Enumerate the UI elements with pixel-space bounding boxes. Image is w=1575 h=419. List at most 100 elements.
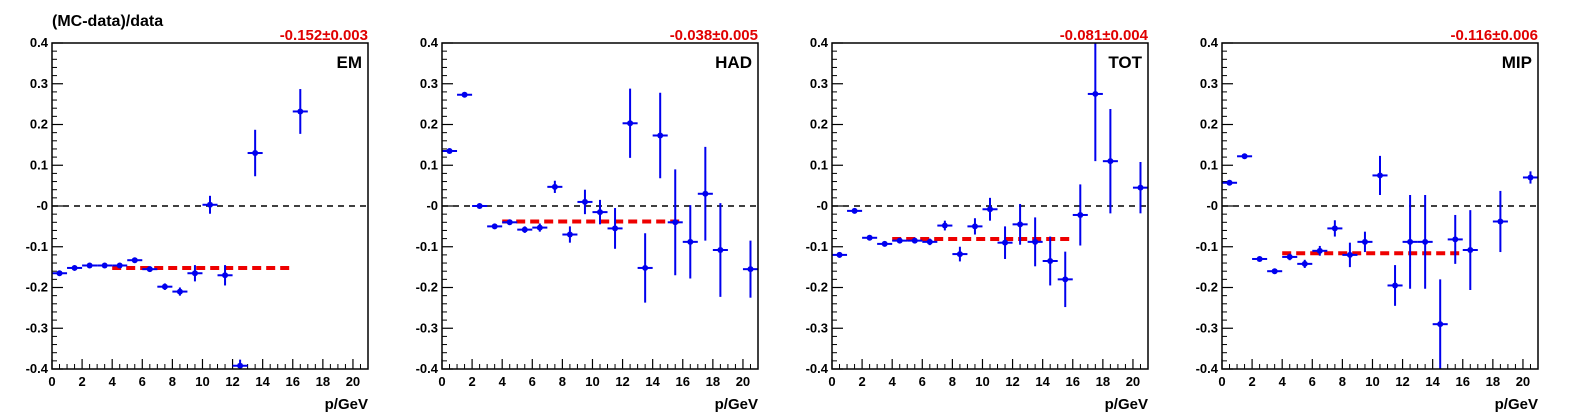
y-tick-label: -0.3	[26, 320, 48, 335]
x-axis-label: p/GeV	[1105, 396, 1148, 413]
x-tick-label: 14	[645, 374, 660, 389]
point-marker	[717, 247, 724, 254]
data-point	[1267, 268, 1283, 275]
data-point	[667, 169, 683, 276]
point-marker	[1062, 276, 1069, 283]
y-tick-label: 0.3	[810, 76, 828, 91]
y-tick-label: 0.1	[30, 157, 48, 172]
data-point	[982, 197, 998, 221]
point-marker	[956, 251, 963, 258]
fit-result-text: -0.152±0.003	[280, 27, 368, 44]
x-tick-label: 10	[195, 374, 209, 389]
point-marker	[491, 223, 498, 230]
data-point	[1387, 265, 1403, 306]
data-point	[112, 262, 128, 269]
x-tick-label: 0	[828, 374, 835, 389]
point-marker	[1271, 268, 1278, 275]
y-tick-label: -0.2	[806, 280, 828, 295]
y-tick-label: -0	[1206, 198, 1218, 213]
data-point	[712, 203, 728, 297]
y-tick-label: 0.2	[810, 117, 828, 132]
y-tick-label: -0.1	[416, 239, 438, 254]
data-point	[847, 207, 863, 214]
panel-em: -0.4 -0.3 -0.2 -0.1 -0 0.1 0.2 0.3 0.4 0 2 4 6 8 10 12 1…	[26, 27, 369, 413]
point-marker	[1497, 218, 1504, 225]
data-point	[682, 205, 698, 279]
point-marker	[627, 120, 634, 127]
point-marker	[551, 183, 558, 190]
x-tick-label: 20	[1516, 374, 1530, 389]
data-point	[622, 88, 638, 158]
data-point	[862, 234, 878, 241]
x-tick-label: 10	[585, 374, 599, 389]
x-tick-label: 4	[499, 374, 507, 389]
point-marker	[71, 264, 78, 271]
point-marker	[597, 209, 603, 216]
y-tick-label: -0.2	[26, 280, 48, 295]
x-tick-label: 14	[1035, 374, 1050, 389]
point-marker	[1377, 172, 1383, 179]
plot-frame	[831, 42, 1149, 370]
data-point	[1282, 253, 1298, 261]
data-point	[1027, 217, 1043, 267]
x-tick-label: 18	[1486, 374, 1500, 389]
plot-frame	[1221, 42, 1539, 370]
x-tick-label: 12	[225, 374, 239, 389]
point-marker	[881, 240, 888, 247]
data-point	[202, 195, 218, 214]
y-tick-label: 0.4	[1200, 35, 1219, 50]
data-point	[877, 240, 893, 247]
point-marker	[446, 147, 453, 154]
y-tick-label: -0.3	[416, 320, 438, 335]
y-tick-label: -0.2	[1196, 280, 1218, 295]
point-marker	[672, 219, 679, 226]
point-marker	[101, 262, 108, 269]
x-tick-label: 4	[109, 374, 117, 389]
point-marker	[1467, 247, 1474, 254]
data-point	[1252, 255, 1268, 262]
point-marker	[581, 198, 588, 205]
point-marker	[657, 132, 664, 139]
data-point	[142, 266, 158, 273]
data-point	[967, 218, 983, 235]
y-axis-label: (MC-data)/data	[52, 13, 163, 30]
fit-result-text: -0.116±0.006	[1451, 27, 1538, 44]
data-point	[97, 262, 113, 269]
point-marker	[836, 251, 843, 258]
point-marker	[1286, 253, 1293, 260]
data-point	[52, 270, 68, 277]
y-tick-label: -0.4	[806, 361, 829, 376]
data-point	[1327, 220, 1343, 237]
point-marker	[941, 222, 948, 229]
y-tick-label: -0.3	[806, 320, 828, 335]
x-tick-label: 10	[975, 374, 989, 389]
x-tick-label: 0	[1218, 374, 1225, 389]
y-tick-label: 0.3	[420, 76, 438, 91]
y-tick-label: 0.1	[420, 157, 438, 172]
point-marker	[86, 262, 93, 269]
data-point	[562, 226, 578, 243]
point-marker	[207, 201, 213, 208]
y-tick-label: -0.4	[416, 361, 439, 376]
y-tick-label: -0.1	[1196, 239, 1218, 254]
x-tick-label: 12	[1005, 374, 1019, 389]
x-tick-label: 2	[78, 374, 85, 389]
point-marker	[461, 91, 468, 98]
y-tick-label: 0.3	[30, 76, 48, 91]
y-tick-label: 0.2	[420, 117, 438, 132]
point-marker	[1331, 225, 1338, 232]
x-tick-label: 6	[529, 374, 536, 389]
panel-label: TOT	[1108, 53, 1142, 72]
data-point	[1012, 203, 1028, 245]
data-point	[127, 257, 143, 264]
point-marker	[612, 225, 619, 232]
data-point	[1342, 242, 1358, 268]
panel-label: MIP	[1502, 53, 1532, 72]
point-marker	[1107, 158, 1114, 165]
y-tick-label: 0.4	[30, 35, 49, 50]
point-marker	[56, 270, 63, 277]
data-point	[547, 180, 563, 193]
point-marker	[566, 231, 573, 238]
point-marker	[521, 226, 528, 233]
